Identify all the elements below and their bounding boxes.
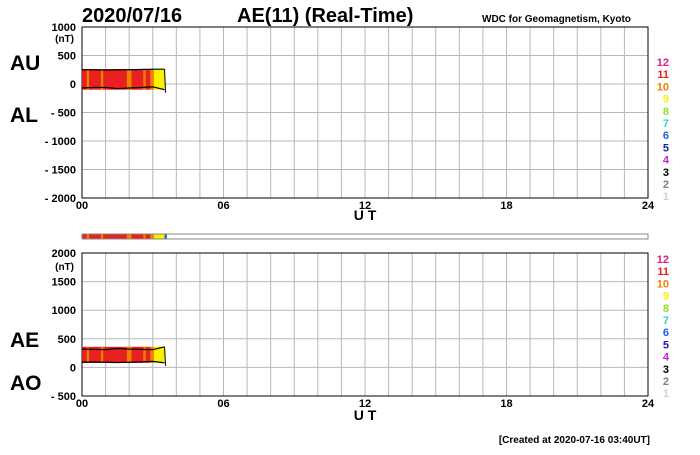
top-y-tick-label: - 500 bbox=[51, 108, 76, 120]
bottom-y-tick-label: 500 bbox=[58, 334, 76, 346]
legend-level-6: 6 bbox=[663, 130, 669, 142]
top-x-tick-label: 00 bbox=[76, 200, 88, 212]
legend-level-2: 2 bbox=[663, 376, 669, 388]
legend-level-6: 6 bbox=[663, 327, 669, 339]
status-bar-frame bbox=[81, 233, 649, 240]
bottom-x-axis-title: U T bbox=[354, 407, 377, 423]
bottom-series-ae-line bbox=[81, 346, 165, 351]
bottom-area-segment bbox=[150, 346, 154, 363]
chart-title: AE(11) (Real-Time) bbox=[237, 5, 413, 27]
status-bar-segment bbox=[164, 234, 167, 239]
bottom-y-tick-label: 2000 bbox=[52, 248, 76, 260]
chart-date: 2020/07/16 bbox=[82, 5, 182, 27]
top-series-al-line bbox=[81, 86, 165, 91]
bottom-x-tick-label: 24 bbox=[642, 398, 655, 410]
bottom-area-segment bbox=[126, 346, 132, 363]
top-area-segment bbox=[143, 69, 146, 90]
status-bar-segment bbox=[100, 234, 104, 239]
bottom-series-end-marker bbox=[164, 346, 167, 366]
bottom-plot-frame bbox=[81, 252, 649, 397]
top-area-segment bbox=[153, 69, 165, 90]
status-bar-segment bbox=[82, 234, 151, 239]
legend-level-9: 9 bbox=[663, 291, 669, 303]
top-series-end-marker bbox=[164, 69, 167, 93]
top-area-segment bbox=[150, 69, 154, 90]
top-x-axis-title: U T bbox=[354, 207, 377, 223]
top-unit-label: (nT) bbox=[55, 34, 74, 45]
legend-level-5: 5 bbox=[663, 339, 669, 351]
top-plot-frame bbox=[81, 26, 649, 199]
top-x-tick-label: 06 bbox=[217, 200, 229, 212]
legend-level-12: 12 bbox=[657, 254, 669, 266]
bottom-area-segment bbox=[86, 346, 90, 363]
bottom-area-segment bbox=[143, 346, 146, 363]
top-y-tick-label: - 1500 bbox=[45, 165, 76, 177]
bottom-x-tick-label: 00 bbox=[76, 398, 88, 410]
bottom-y-tick-label: 0 bbox=[70, 362, 76, 374]
legend-level-7: 7 bbox=[663, 118, 669, 130]
legend-level-3: 3 bbox=[663, 364, 669, 376]
legend-level-10: 10 bbox=[657, 278, 669, 290]
al-label: AL bbox=[10, 104, 38, 127]
created-timestamp: [Created at 2020-07-16 03:40UT] bbox=[499, 435, 650, 446]
top-x-tick-label: 12 bbox=[359, 200, 371, 212]
bottom-area-segment bbox=[82, 346, 151, 363]
au-label: AU bbox=[10, 52, 40, 75]
bottom-y-tick-label: - 500 bbox=[51, 391, 76, 403]
bottom-unit-label: (nT) bbox=[55, 262, 74, 273]
top-y-tick-label: - 2000 bbox=[45, 193, 76, 205]
ae-label: AE bbox=[10, 329, 39, 352]
top-y-tick-label: 0 bbox=[70, 79, 76, 91]
chart-source: WDC for Geomagnetism, Kyoto bbox=[482, 14, 631, 25]
ao-label: AO bbox=[10, 372, 42, 395]
legend-level-1: 1 bbox=[663, 191, 669, 203]
legend-level-8: 8 bbox=[663, 106, 669, 118]
top-area-segment bbox=[86, 69, 90, 90]
legend-level-2: 2 bbox=[663, 179, 669, 191]
legend-level-8: 8 bbox=[663, 303, 669, 315]
legend-level-11: 11 bbox=[657, 266, 669, 278]
bottom-x-tick-label: 06 bbox=[217, 398, 229, 410]
bottom-x-tick-label: 18 bbox=[500, 398, 512, 410]
legend-level-9: 9 bbox=[663, 94, 669, 106]
legend-level-4: 4 bbox=[663, 352, 670, 364]
legend-level-10: 10 bbox=[657, 81, 669, 93]
legend-level-4: 4 bbox=[663, 155, 670, 167]
bottom-y-tick-label: 1500 bbox=[52, 277, 76, 289]
status-bar-segment bbox=[86, 234, 90, 239]
status-bar-segment bbox=[153, 234, 165, 239]
top-y-tick-label: - 1000 bbox=[45, 136, 76, 148]
top-y-tick-label: 1000 bbox=[52, 22, 76, 34]
activity-status-bar bbox=[81, 233, 649, 240]
legend-level-1: 1 bbox=[663, 388, 669, 400]
legend-level-12: 12 bbox=[657, 57, 669, 69]
bottom-y-tick-label: 1000 bbox=[52, 305, 76, 317]
top-y-tick-label: 500 bbox=[58, 51, 76, 63]
bottom-x-tick-label: 12 bbox=[359, 398, 371, 410]
top-area-segment bbox=[100, 69, 104, 90]
legend-level-7: 7 bbox=[663, 315, 669, 327]
bottom-area-segment bbox=[100, 346, 104, 363]
top-area-segment bbox=[126, 69, 132, 90]
status-bar-segment bbox=[126, 234, 132, 239]
top-x-tick-label: 18 bbox=[500, 200, 512, 212]
top-x-tick-label: 24 bbox=[642, 200, 655, 212]
bottom-series-ao-line bbox=[81, 360, 165, 364]
legend-level-11: 11 bbox=[657, 69, 669, 81]
bottom-area-segment bbox=[153, 346, 165, 363]
top-series-au-line bbox=[82, 68, 165, 71]
status-bar-segment bbox=[150, 234, 154, 239]
top-area-segment bbox=[82, 69, 151, 90]
legend-level-3: 3 bbox=[663, 167, 669, 179]
status-bar-segment bbox=[143, 234, 146, 239]
legend-level-5: 5 bbox=[663, 142, 669, 154]
